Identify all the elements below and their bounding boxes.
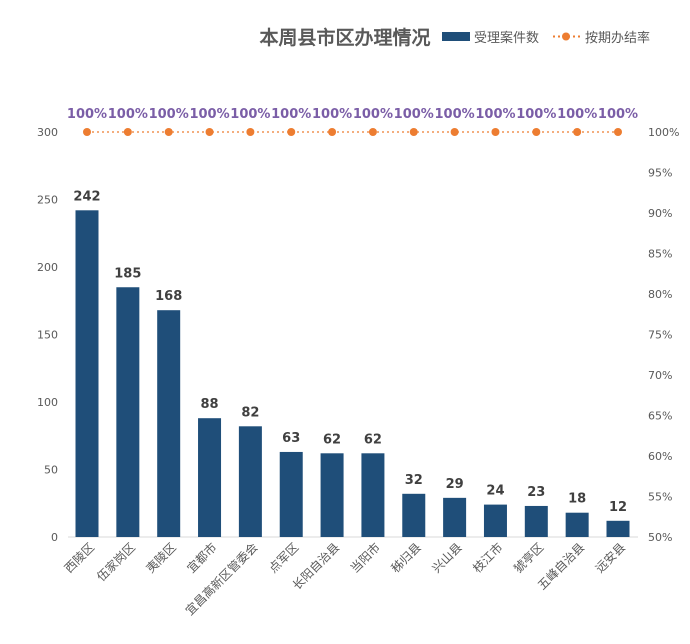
bar (483, 504, 507, 537)
bar (361, 453, 385, 537)
rate-marker (83, 128, 91, 136)
rate-value-label: 100% (312, 107, 352, 122)
chart-title: 本周县市区办理情况 (259, 26, 430, 49)
right-axis: 50% 55% 60% 65% 70% 75% 80% 85% 90% 95% 100% (648, 126, 679, 544)
bar-value-label: 23 (527, 485, 545, 500)
left-axis: 0 50 100 150 200 250 300 (37, 126, 58, 544)
rate-marker (409, 128, 418, 136)
rate-value-label: 100% (189, 107, 229, 122)
category-label: 伍家岗区 (93, 540, 138, 585)
legend-bar-label: 受理案件数 (474, 31, 539, 46)
left-tick-label: 0 (51, 531, 58, 544)
legend-line-label: 按期办结率 (585, 30, 650, 46)
category-label: 点军区 (266, 540, 301, 575)
rate-marker (368, 128, 377, 136)
bar (279, 451, 303, 537)
right-tick-label: 70% (648, 369, 672, 382)
rate-marker (205, 128, 214, 136)
category-label: 兴山县 (429, 540, 464, 575)
bars: 242 185 168 88 82 63 62 62 32 29 24 23 18 12 (73, 189, 630, 538)
rate-marker (123, 128, 132, 136)
left-tick-label: 150 (37, 329, 58, 342)
bar (238, 426, 262, 537)
bar-value-label: 18 (568, 492, 586, 507)
rate-marker (287, 128, 296, 136)
bar (606, 520, 630, 537)
category-label: 夷陵区 (143, 540, 179, 576)
rate-marker (450, 128, 459, 136)
right-tick-label: 50% (648, 531, 672, 544)
right-tick-label: 80% (648, 288, 672, 301)
rate-marker (328, 128, 337, 136)
rate-marker (164, 128, 173, 136)
left-tick-label: 250 (37, 194, 58, 207)
legend-line-marker (562, 32, 570, 41)
bar-value-label: 29 (446, 477, 464, 492)
bar (75, 210, 99, 538)
bar (320, 453, 344, 537)
right-tick-label: 55% (648, 491, 672, 504)
rate-value-label: 100% (108, 107, 148, 122)
rate-value-label: 100% (353, 107, 393, 122)
right-tick-label: 95% (648, 167, 672, 180)
bar (565, 512, 589, 537)
rate-line: 100% 100% 100% 100% 100% 100% 100% 100% 100% 100%… (67, 107, 638, 136)
rate-marker (614, 128, 622, 136)
bar (116, 287, 140, 537)
rate-value-label: 100% (67, 107, 107, 122)
left-tick-label: 300 (37, 126, 58, 139)
category-label: 当阳市 (347, 540, 383, 576)
rate-marker (246, 128, 255, 136)
bar (157, 310, 181, 537)
right-tick-label: 85% (648, 248, 672, 261)
bar-value-label: 88 (200, 397, 218, 412)
left-tick-label: 100 (37, 396, 58, 409)
legend: 受理案件数 按期办结率 (442, 30, 650, 46)
bar (524, 505, 548, 537)
rate-value-label: 100% (598, 107, 638, 122)
right-tick-label: 65% (648, 410, 672, 423)
legend-bar-swatch (442, 32, 470, 41)
category-label: 枝江市 (470, 540, 506, 576)
bar-value-label: 185 (114, 266, 141, 281)
category-label: 猇亭区 (510, 540, 546, 576)
bar (443, 497, 467, 537)
bar-value-label: 24 (486, 484, 504, 499)
bar-value-label: 32 (405, 473, 423, 488)
bar-value-label: 12 (609, 500, 627, 515)
rate-marker (491, 128, 500, 136)
rate-value-label: 100% (230, 107, 270, 122)
category-label: 秭归县 (389, 540, 424, 575)
rate-marker (532, 128, 541, 136)
category-label: 远安县 (592, 540, 628, 576)
rate-value-label: 100% (394, 107, 434, 122)
rate-value-label: 100% (516, 107, 556, 122)
bar (402, 493, 426, 537)
left-tick-label: 50 (44, 464, 58, 477)
category-label: 西陵区 (62, 540, 97, 575)
right-tick-label: 100% (648, 126, 679, 139)
right-tick-label: 60% (648, 450, 672, 463)
bar-value-label: 62 (364, 432, 382, 447)
bar-value-label: 242 (73, 189, 100, 204)
rate-value-label: 100% (149, 107, 189, 122)
bar-value-label: 82 (241, 405, 259, 420)
bar (198, 418, 222, 537)
left-tick-label: 200 (37, 261, 58, 274)
bar-value-label: 62 (323, 432, 341, 447)
rate-value-label: 100% (435, 107, 475, 122)
category-label: 宜都市 (184, 540, 220, 576)
rate-value-label: 100% (557, 107, 597, 122)
right-tick-label: 90% (648, 207, 672, 220)
rate-value-label: 100% (271, 107, 311, 122)
right-tick-label: 75% (648, 329, 672, 342)
bar-value-label: 63 (282, 431, 300, 446)
category-label: 宜昌高新区管委会 (182, 540, 260, 618)
rate-marker (573, 128, 582, 136)
rate-value-label: 100% (475, 107, 515, 122)
bar-value-label: 168 (155, 289, 182, 304)
